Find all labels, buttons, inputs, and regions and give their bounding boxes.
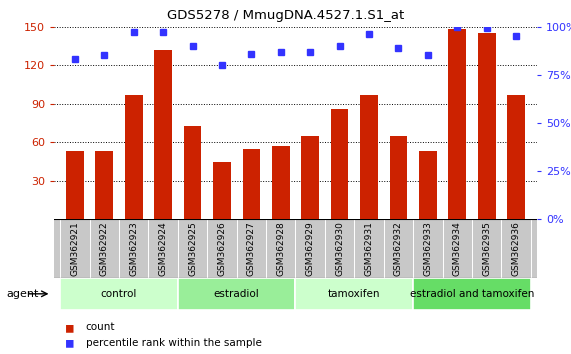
Bar xyxy=(60,278,178,310)
Text: GSM362921: GSM362921 xyxy=(70,221,79,276)
Bar xyxy=(413,278,531,310)
Bar xyxy=(66,151,84,219)
Text: GSM362931: GSM362931 xyxy=(364,221,373,276)
Bar xyxy=(243,149,260,219)
Bar xyxy=(125,95,143,219)
Text: percentile rank within the sample: percentile rank within the sample xyxy=(86,338,262,348)
Text: agent: agent xyxy=(7,289,39,299)
Bar xyxy=(184,126,202,219)
Bar xyxy=(448,29,466,219)
Text: estradiol: estradiol xyxy=(214,289,260,299)
Text: ■: ■ xyxy=(66,336,73,349)
Bar xyxy=(301,136,319,219)
Text: GSM362928: GSM362928 xyxy=(276,221,286,276)
Text: ■: ■ xyxy=(66,321,73,334)
Text: control: control xyxy=(101,289,137,299)
Bar xyxy=(507,95,525,219)
Text: GSM362927: GSM362927 xyxy=(247,221,256,276)
Text: GSM362932: GSM362932 xyxy=(394,221,403,276)
Bar xyxy=(154,50,172,219)
Text: GSM362934: GSM362934 xyxy=(453,221,462,276)
Text: count: count xyxy=(86,322,115,332)
Text: GSM362922: GSM362922 xyxy=(100,221,108,276)
Bar xyxy=(478,33,496,219)
Text: GSM362925: GSM362925 xyxy=(188,221,197,276)
Bar xyxy=(360,95,378,219)
Bar xyxy=(95,151,113,219)
Text: GSM362935: GSM362935 xyxy=(482,221,491,276)
Bar xyxy=(272,146,289,219)
Text: GSM362924: GSM362924 xyxy=(159,221,168,276)
Text: GSM362936: GSM362936 xyxy=(512,221,521,276)
Bar xyxy=(389,136,407,219)
Bar xyxy=(331,109,348,219)
Bar xyxy=(213,161,231,219)
Text: GSM362929: GSM362929 xyxy=(305,221,315,276)
Text: GSM362923: GSM362923 xyxy=(129,221,138,276)
Text: estradiol and tamoxifen: estradiol and tamoxifen xyxy=(410,289,534,299)
Text: GSM362930: GSM362930 xyxy=(335,221,344,276)
Text: GSM362933: GSM362933 xyxy=(423,221,432,276)
Text: tamoxifen: tamoxifen xyxy=(328,289,381,299)
Bar xyxy=(419,151,437,219)
Bar xyxy=(178,278,296,310)
Text: GSM362926: GSM362926 xyxy=(218,221,227,276)
Text: GDS5278 / MmugDNA.4527.1.S1_at: GDS5278 / MmugDNA.4527.1.S1_at xyxy=(167,9,404,22)
Bar xyxy=(296,278,413,310)
